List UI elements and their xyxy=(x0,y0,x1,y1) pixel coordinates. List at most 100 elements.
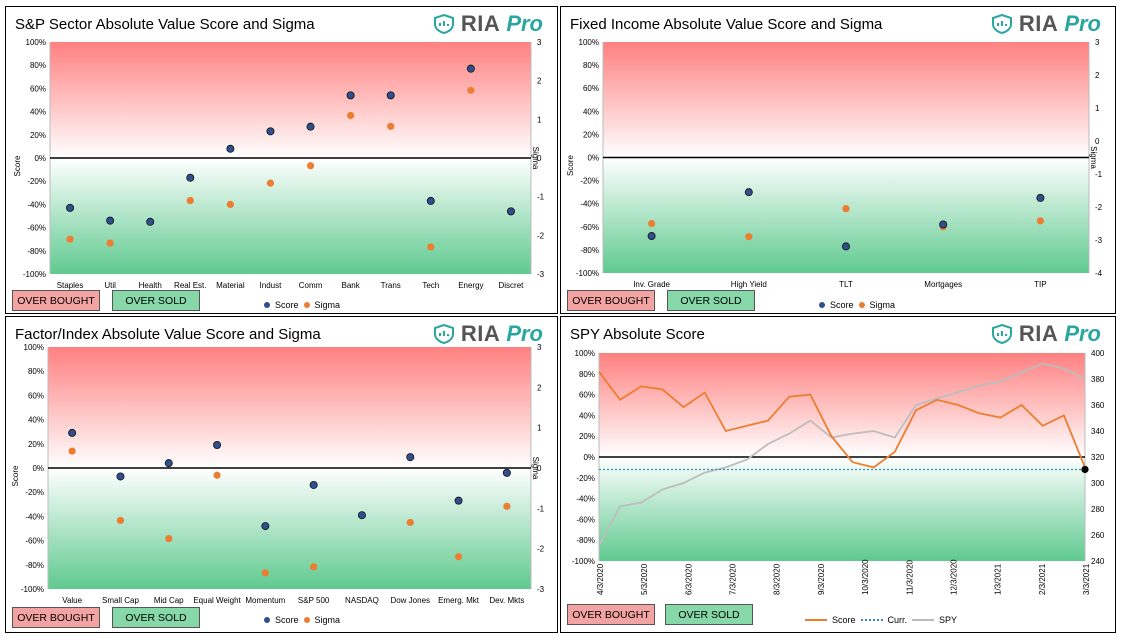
y-tick-label: -20% xyxy=(580,177,599,186)
x-tick-label: 8/3/2020 xyxy=(773,563,782,595)
y2-tick-label: -2 xyxy=(537,545,545,554)
logo-text: RIA xyxy=(460,11,501,36)
chart-legend: Score Curr. SPY xyxy=(805,615,957,625)
y2-tick-label: 3 xyxy=(537,343,542,352)
ria-pro-logo: RIA Pro xyxy=(991,321,1101,347)
x-tick-label: Tech xyxy=(422,281,439,290)
logo-pro: Pro xyxy=(506,11,543,36)
y-tick-label: 0% xyxy=(587,154,599,163)
x-tick-label: 5/3/2020 xyxy=(640,563,649,595)
x-tick-label: Staples xyxy=(57,281,84,290)
y2-tick-label: 340 xyxy=(1091,427,1105,436)
y2-tick-label: 260 xyxy=(1091,531,1105,540)
sigma-point xyxy=(310,563,318,571)
spy-panel: SPY Absolute Score RIA Pro 100% 80% 60% 40%… xyxy=(560,316,1116,633)
x-tick-label: Dow Jones xyxy=(390,596,430,605)
sigma-point xyxy=(427,243,435,251)
sigma-point xyxy=(226,200,234,208)
y-tick-label: 40% xyxy=(579,411,595,420)
sigma-legend-label: Sigma xyxy=(314,300,341,310)
y-tick-label: 80% xyxy=(28,367,44,376)
score-point xyxy=(116,472,125,481)
y-tick-label: 60% xyxy=(30,84,46,93)
x-tick-label: Material xyxy=(216,281,245,290)
x-tick-label: Value xyxy=(62,596,82,605)
shield-icon xyxy=(433,324,454,344)
sigma-point xyxy=(66,235,74,243)
y-tick-label: 40% xyxy=(583,107,599,116)
x-tick-label: Health xyxy=(139,281,162,290)
x-tick-label: Real Est. xyxy=(174,281,206,290)
score-point xyxy=(406,453,415,462)
x-tick-label: 4/3/2020 xyxy=(596,563,605,595)
spy-legend-label: SPY xyxy=(939,615,958,625)
curr-legend-marker xyxy=(860,619,883,621)
score-point xyxy=(306,122,315,131)
over-bought-label: OVER BOUGHT xyxy=(12,607,100,628)
y-tick-label: 0% xyxy=(32,464,44,473)
score-point xyxy=(357,511,366,520)
over-sold-label: OVER SOLD xyxy=(112,607,200,628)
y-tick-label: -40% xyxy=(580,200,599,209)
sigma-point xyxy=(842,205,850,213)
score-point xyxy=(261,522,270,531)
y2-tick-label: 0 xyxy=(1095,137,1100,146)
score-legend-label: Score xyxy=(275,300,299,310)
chart-legend: Score Sigma xyxy=(264,615,340,625)
x-tick-label: Trans xyxy=(381,281,401,290)
x-tick-label: 1/3/2021 xyxy=(994,563,1003,595)
y-tick-label: 0% xyxy=(583,453,595,462)
y-axis-title: Score xyxy=(11,465,20,486)
y-tick-label: -80% xyxy=(27,247,46,256)
y-tick-label: 40% xyxy=(30,108,46,117)
y2-tick-label: 2 xyxy=(537,383,542,392)
factor-index-panel: Factor/Index Absolute Value Score and Si… xyxy=(5,316,558,633)
y-tick-label: -60% xyxy=(580,223,599,232)
sigma-legend-marker xyxy=(303,302,310,308)
y-tick-label: -100% xyxy=(23,270,46,279)
y2-tick-label: -3 xyxy=(537,270,545,279)
panel-title: S&P Sector Absolute Value Score and Sigm… xyxy=(15,16,315,33)
sigma-point xyxy=(648,219,656,228)
sigma-legend-marker xyxy=(858,302,865,308)
x-tick-label: Comm xyxy=(299,281,323,290)
logo-text: RIA xyxy=(460,321,501,346)
x-tick-label: 12/3/2020 xyxy=(949,559,958,595)
y2-tick-label: 3 xyxy=(537,38,542,47)
over-bought-zone xyxy=(599,353,1085,457)
score-point xyxy=(213,441,222,450)
sigma-legend-label: Sigma xyxy=(314,615,341,625)
y-tick-label: -60% xyxy=(576,515,595,524)
y2-tick-label: -3 xyxy=(1095,236,1103,245)
logo-pro: Pro xyxy=(1064,321,1101,346)
sigma-point xyxy=(467,86,475,94)
logo-text: RIA xyxy=(1018,11,1059,36)
x-tick-label: Discret xyxy=(499,281,525,290)
over-bought-label: OVER BOUGHT xyxy=(567,290,655,311)
score-line xyxy=(598,371,1086,469)
over-sold-label: OVER SOLD xyxy=(112,290,200,311)
x-tick-label: 7/3/2020 xyxy=(729,563,738,595)
chart-legend: Score Sigma xyxy=(264,300,340,310)
y2-tick-label: 2 xyxy=(537,77,542,86)
score-point xyxy=(744,188,753,197)
x-tick-label: Equal Weight xyxy=(193,596,241,605)
y-tick-label: -80% xyxy=(25,561,44,570)
current-point xyxy=(1081,465,1089,474)
x-tick-label: 10/3/2020 xyxy=(861,559,870,595)
y2-tick-label: 280 xyxy=(1091,505,1105,514)
x-tick-label: Small Cap xyxy=(102,596,139,605)
score-point xyxy=(66,203,75,212)
sigma-point xyxy=(261,569,269,577)
y-tick-label: 20% xyxy=(579,432,595,441)
y-tick-label: -60% xyxy=(27,224,46,233)
score-point xyxy=(939,220,948,229)
score-legend-marker xyxy=(819,302,825,308)
sigma-point xyxy=(406,518,414,527)
panel-title: SPY Absolute Score xyxy=(570,326,705,343)
x-tick-label: TLT xyxy=(839,280,853,289)
y-tick-label: -100% xyxy=(576,269,599,278)
factor-index-chart: 100% 80% 60% 40% 20% 0% -20% -40% -60% -80% -100% 3… xyxy=(11,343,545,605)
score-point xyxy=(426,196,435,205)
y2-tick-label: 1 xyxy=(537,115,542,124)
